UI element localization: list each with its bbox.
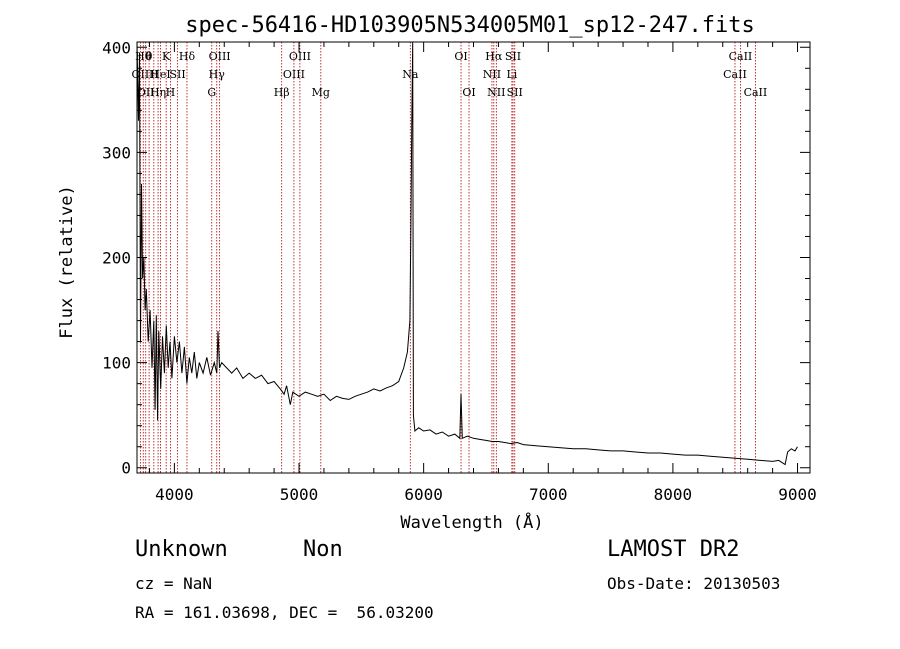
reference-line-label: K (162, 50, 171, 63)
reference-line-label: OIII (283, 68, 305, 81)
sky-coordinates: RA = 161.03698, DEC = 56.03200 (135, 603, 434, 622)
y-tick-label: 400 (102, 38, 131, 57)
reference-line-label: SII (505, 50, 521, 63)
reference-line-label: Li (506, 68, 517, 81)
object-class: Unknown (135, 537, 228, 562)
reference-line-label: CaII (744, 86, 768, 99)
reference-line-label: OIII (209, 50, 231, 63)
chart-title: spec-56416-HD103905N534005M01_sp12-247.f… (185, 13, 755, 38)
reference-line-label: Hδ (179, 50, 196, 63)
y-axis-label: Flux (relative) (57, 185, 77, 339)
reference-line-label: SII (170, 68, 186, 81)
x-axis-label: Wavelength (Å) (400, 511, 543, 533)
x-tick-label: 5000 (280, 485, 319, 504)
reference-line-label: OII (132, 68, 150, 81)
y-axis-ticks: 0 100 200 300 400 (102, 38, 810, 478)
reference-line-label: H (149, 68, 159, 81)
y-tick-label: 100 (102, 354, 131, 373)
x-tick-label: 8000 (654, 485, 693, 504)
reference-line-label: OI (454, 50, 467, 63)
spectrum-series-line (136, 41, 798, 466)
reference-line-label: NII (483, 68, 501, 81)
y-tick-label: 0 (121, 459, 131, 478)
reference-line-label: Hα (485, 50, 503, 63)
reference-line-label: Na (402, 68, 419, 81)
reference-line-label: Hη (150, 86, 166, 99)
reference-line-label: Hγ (209, 68, 226, 81)
reference-line-label: SII (507, 86, 523, 99)
x-axis-ticks: 4000 5000 6000 7000 8000 9000 (148, 42, 817, 504)
x-tick-label: 6000 (404, 485, 443, 504)
redshift-value: cz = NaN (135, 574, 213, 593)
y-tick-label: 200 (102, 249, 131, 268)
reference-line-labels: OIIHθOIIθHHηHeIKHSIIHδGHγOIIIHβOIIIOIIIM… (132, 50, 768, 99)
x-tick-label: 9000 (778, 485, 817, 504)
y-tick-label: 300 (102, 143, 131, 162)
reference-line-label: NII (487, 86, 505, 99)
reference-line-label: θ (146, 50, 153, 63)
reference-line-label: H (166, 86, 176, 99)
x-tick-label: 4000 (155, 485, 194, 504)
reference-line-label: OIII (289, 50, 311, 63)
reference-line-label: CaII (723, 68, 747, 81)
plot-frame (136, 41, 811, 474)
reference-line-label: Hβ (274, 86, 290, 99)
reference-line-label: OI (462, 86, 475, 99)
object-subclass: Non (303, 537, 343, 562)
reference-line-label: HeI (150, 68, 170, 81)
reference-line-label: Mg (312, 86, 330, 99)
observation-date: Obs-Date: 20130503 (607, 574, 781, 593)
survey-name: LAMOST DR2 (607, 537, 740, 562)
reference-line-label: CaII (729, 50, 753, 63)
x-tick-label: 7000 (529, 485, 568, 504)
reference-line-label: G (207, 86, 216, 99)
reference-lines (139, 42, 756, 473)
